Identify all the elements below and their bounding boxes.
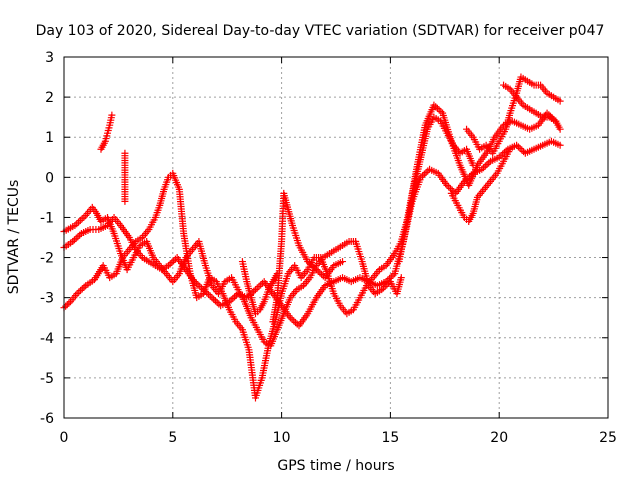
y-tick-label: 2 — [45, 90, 54, 106]
y-tick-label: -4 — [40, 331, 54, 347]
series-track-L — [500, 81, 560, 125]
series-track-E — [121, 149, 129, 205]
y-tick-label: -5 — [40, 371, 54, 387]
x-tick-label: 0 — [60, 430, 69, 446]
data-points — [60, 73, 564, 402]
series-track-H — [352, 238, 405, 298]
data-point — [469, 161, 477, 169]
x-axis-label: GPS time / hours — [277, 458, 394, 474]
data-point — [552, 117, 560, 125]
data-point — [121, 197, 129, 205]
series-track-C — [60, 101, 564, 402]
y-tick-label: 1 — [45, 130, 54, 146]
data-point — [108, 111, 116, 119]
series-track-G — [238, 258, 281, 318]
data-point — [556, 97, 564, 105]
data-point — [556, 125, 564, 133]
series-track-D — [97, 111, 116, 153]
y-tick-label: -6 — [40, 411, 54, 427]
x-tick-label: 10 — [273, 430, 291, 446]
data-point — [397, 274, 405, 282]
data-point — [273, 270, 281, 278]
data-point — [506, 145, 514, 153]
chart-title: Day 103 of 2020, Sidereal Day-to-day VTE… — [36, 23, 605, 39]
series-track-K — [463, 73, 564, 157]
data-point — [556, 141, 564, 149]
y-tick-label: 3 — [45, 50, 54, 66]
data-point — [65, 299, 73, 307]
x-tick-label: 25 — [599, 430, 617, 446]
y-tick-label: -1 — [40, 210, 54, 226]
y-tick-label: -2 — [40, 251, 54, 267]
x-tick-label: 20 — [490, 430, 508, 446]
y-tick-label: -3 — [40, 291, 54, 307]
plot-frame — [63, 56, 609, 419]
data-point — [63, 301, 71, 309]
y-axis-label: SDTVAR / TECUs — [6, 180, 22, 295]
series-track-I — [395, 113, 477, 266]
x-tick-label: 5 — [168, 430, 177, 446]
data-point — [339, 258, 347, 266]
data-point — [62, 302, 70, 310]
axis-ticks: 0 5 10 15 20 25 -6 -5 -4 -3 -2 -1 0 1 2 3 — [40, 50, 617, 446]
x-tick-label: 15 — [381, 430, 399, 446]
series-track-J — [447, 145, 514, 225]
y-tick-label: 0 — [45, 170, 54, 186]
